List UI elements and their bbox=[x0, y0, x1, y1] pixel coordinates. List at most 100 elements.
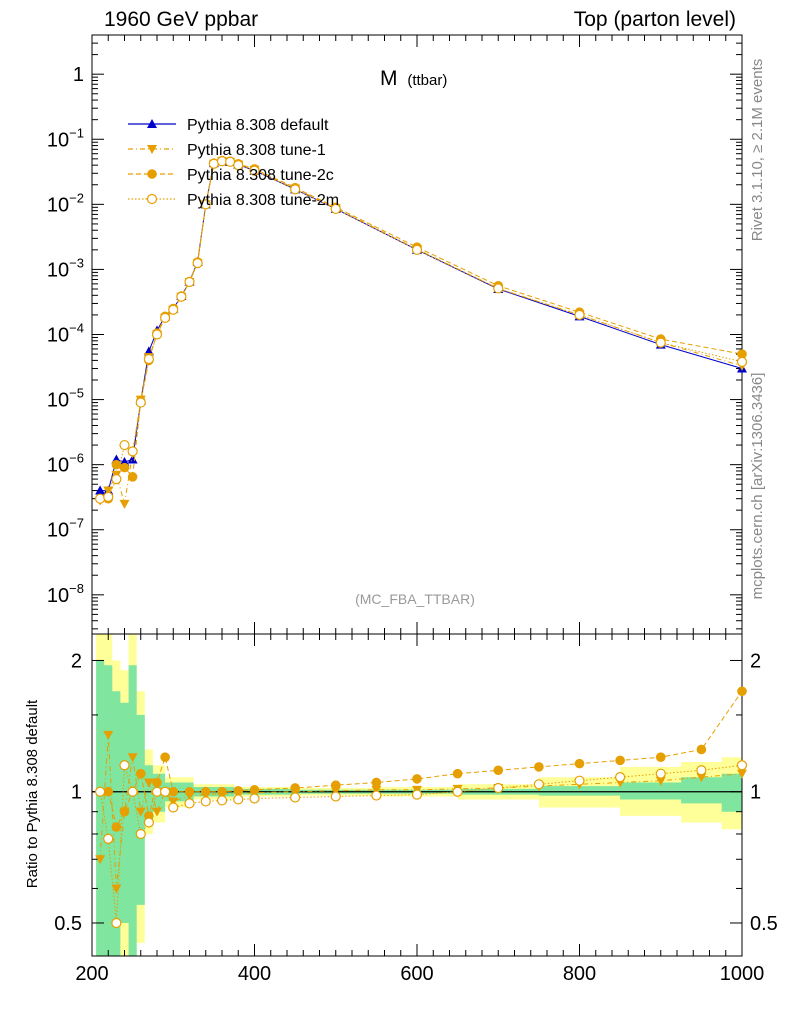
y-tick-label: 10−4 bbox=[47, 321, 84, 347]
series-line bbox=[100, 160, 743, 492]
series-line bbox=[100, 160, 743, 500]
data-point bbox=[127, 472, 138, 482]
data-point bbox=[119, 439, 130, 451]
ratio-y-tick-label: 1 bbox=[71, 782, 82, 804]
data-point bbox=[736, 356, 748, 367]
data-point bbox=[168, 304, 179, 315]
ratio-point bbox=[290, 792, 301, 803]
ratio-point bbox=[655, 776, 666, 786]
data-point bbox=[111, 473, 122, 485]
ratio-point bbox=[574, 758, 585, 769]
data-point bbox=[151, 329, 163, 340]
process-label: Top (parton level) bbox=[573, 8, 736, 31]
ratio-point bbox=[135, 828, 146, 840]
y-tick-label: 10−3 bbox=[47, 255, 84, 281]
ratio-point bbox=[168, 802, 179, 813]
ratio-y-tick-label-right: 1 bbox=[750, 782, 761, 804]
x-tick-label: 600 bbox=[400, 963, 433, 985]
plot-title-main: M bbox=[380, 67, 398, 90]
series-line bbox=[99, 160, 743, 500]
ratio-point bbox=[127, 786, 138, 797]
y-tick-label: 1 bbox=[73, 64, 84, 86]
data-point bbox=[184, 276, 195, 288]
data-point bbox=[574, 309, 585, 321]
legend-marker bbox=[147, 119, 157, 128]
series-line bbox=[99, 160, 743, 504]
plot-title-sub: (ttbar) bbox=[407, 72, 447, 89]
data-point bbox=[176, 291, 187, 302]
data-point bbox=[655, 337, 666, 348]
ratio-point bbox=[655, 768, 666, 779]
data-point bbox=[200, 199, 211, 210]
ratio-point bbox=[111, 884, 122, 894]
data-point bbox=[127, 454, 138, 464]
data-point bbox=[143, 353, 154, 365]
legend-label: Pythia 8.308 tune-1 bbox=[187, 142, 326, 159]
axis-ticks: 200 400 600 800 1000 10−8 10−7 10−6 10−5 10−4 10−3… bbox=[47, 34, 778, 985]
ratio-point bbox=[371, 777, 382, 788]
data-point bbox=[330, 203, 341, 215]
x-tick-label: 200 bbox=[75, 963, 108, 985]
legend-marker bbox=[146, 193, 158, 205]
ratio-point bbox=[696, 773, 707, 783]
ratio-point bbox=[184, 798, 195, 809]
data-point bbox=[233, 160, 244, 171]
legend-label: Pythia 8.308 tune-2c bbox=[187, 167, 334, 184]
ratio-point bbox=[452, 786, 463, 797]
ratio-point bbox=[103, 730, 114, 740]
ratio-series-1 bbox=[95, 686, 747, 832]
mcplots-reference-label: mcplots.cern.ch [arXiv:1306.3436] bbox=[749, 373, 766, 600]
y-tick-label: 10−1 bbox=[47, 125, 84, 151]
ratio-point bbox=[233, 785, 244, 796]
ratio-point bbox=[330, 780, 341, 791]
ratio-point bbox=[160, 752, 170, 762]
ratio-point bbox=[152, 807, 162, 817]
main-series-1 bbox=[95, 157, 747, 509]
y-tick-label: 10−6 bbox=[47, 451, 84, 477]
ratio-point bbox=[371, 785, 382, 795]
data-point bbox=[135, 397, 146, 408]
data-point bbox=[103, 491, 114, 502]
ratio-point bbox=[412, 774, 422, 784]
ratio-point bbox=[696, 765, 707, 776]
data-point bbox=[111, 459, 122, 470]
data-point bbox=[127, 446, 138, 457]
y-tick-label: 10−8 bbox=[47, 581, 84, 607]
ratio-point bbox=[493, 765, 504, 776]
main-series-3 bbox=[95, 156, 748, 504]
ratio-point bbox=[143, 778, 154, 788]
ratio-point bbox=[135, 768, 146, 779]
ratio-point bbox=[493, 782, 504, 794]
ratio-point bbox=[233, 794, 244, 805]
ratio-line bbox=[99, 764, 743, 924]
ratio-point bbox=[127, 753, 138, 763]
ratio-point bbox=[655, 752, 666, 762]
ratio-point bbox=[290, 783, 300, 793]
ratio-y-tick-label: 2 bbox=[71, 650, 82, 672]
ratio-y-tick-label: 0.5 bbox=[54, 913, 82, 935]
ratio-point bbox=[574, 775, 585, 786]
y-tick-label: 10−7 bbox=[47, 516, 84, 542]
ratio-y-tick-label-right: 0.5 bbox=[750, 913, 778, 935]
ratio-axis-label: Ratio to Pythia 8.308 default bbox=[24, 699, 41, 888]
legend-label: Pythia 8.308 tune-2m bbox=[187, 192, 339, 209]
x-tick-label: 1000 bbox=[720, 963, 765, 985]
ratio-point bbox=[615, 755, 625, 766]
ratio-point bbox=[371, 790, 382, 801]
ratio-point bbox=[249, 793, 260, 804]
data-point bbox=[160, 312, 171, 323]
collision-energy-label: 1960 GeV ppbar bbox=[104, 8, 259, 31]
data-point bbox=[192, 258, 203, 269]
ratio-point bbox=[534, 762, 544, 772]
ratio-point bbox=[119, 806, 130, 817]
ratio-point bbox=[103, 786, 114, 797]
data-point bbox=[737, 349, 747, 359]
ratio-point bbox=[615, 772, 626, 783]
ratio-series-2 bbox=[95, 760, 748, 929]
x-tick-label: 800 bbox=[563, 963, 596, 985]
data-point bbox=[119, 462, 130, 473]
ratio-point bbox=[452, 768, 463, 779]
ratio-point bbox=[103, 833, 114, 844]
x-tick-label: 400 bbox=[238, 963, 271, 985]
